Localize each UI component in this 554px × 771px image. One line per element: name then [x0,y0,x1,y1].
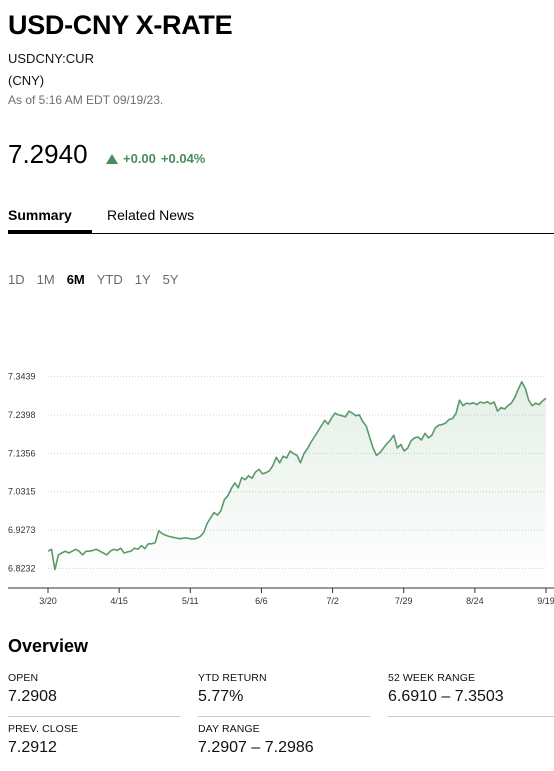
x-tick-label: 7/2 [326,596,339,606]
y-tick-label: 7.2398 [8,410,36,420]
current-price: 7.2940 [8,139,88,169]
stat-open: OPEN 7.2908 [8,672,57,706]
y-tick-label: 7.0315 [8,487,36,497]
divider [388,716,554,717]
ticker-symbol: USDCNY:CUR [8,51,94,66]
change-percent: +0.04% [160,151,206,166]
stat-label: 52 WEEK RANGE [388,672,476,684]
stat-ytd-return: YTD RETURN 5.77% [198,672,267,706]
range-selector: 1D 1M 6M YTD 1Y 5Y [8,272,179,287]
active-tab-indicator [8,230,92,233]
x-tick-label: 4/15 [110,596,128,606]
as-of-timestamp: As of 5:16 AM EDT 09/19/23. [8,93,164,107]
stat-day-range: DAY RANGE 7.2907 – 7.2986 [198,723,314,757]
x-tick-label: 6/6 [255,596,268,606]
range-1d[interactable]: 1D [8,272,25,287]
tab-related-news[interactable]: Related News [107,207,195,223]
stat-prev-close: PREV. CLOSE 7.2912 [8,723,78,757]
range-1m[interactable]: 1M [36,272,55,287]
stat-label: DAY RANGE [198,723,260,735]
x-tick-label: 5/11 [182,596,199,606]
stat-label: PREV. CLOSE [8,723,79,735]
area-fill [48,381,546,588]
stat-52-week-range: 52 WEEK RANGE 6.6910 – 7.3503 [388,672,504,706]
y-tick-label: 6.8232 [8,563,36,573]
up-arrow-icon [106,153,118,164]
price-line [47,381,547,571]
tab-bar: Summary Related News [8,200,554,234]
stat-value: 6.6910 – 7.3503 [388,688,504,705]
change-absolute: +0.00 [123,151,156,166]
x-tick-label: 7/29 [395,596,413,606]
stat-value: 5.77% [198,688,244,705]
x-tick-label: 9/19 [537,596,554,606]
stat-label: OPEN [8,672,39,684]
tab-summary[interactable]: Summary [8,207,72,223]
range-5y[interactable]: 5Y [162,272,179,287]
range-ytd[interactable]: YTD [96,272,123,287]
stat-value: 7.2907 – 7.2986 [198,739,314,756]
y-tick-label: 7.1356 [8,448,36,458]
currency-label: (CNY) [8,73,45,88]
x-tick-label: 8/24 [466,596,484,606]
range-1y[interactable]: 1Y [134,272,151,287]
x-tick-label: 3/20 [39,596,57,606]
page-title: USD-CNY X-RATE [8,10,233,40]
divider [8,716,180,717]
overview-heading: Overview [8,636,89,656]
stat-value: 7.2912 [8,739,57,756]
y-tick-label: 7.3439 [8,372,36,382]
range-6m[interactable]: 6M [66,272,85,287]
stat-value: 7.2908 [8,688,57,705]
stat-label: YTD RETURN [198,672,267,684]
price-chart[interactable]: 6.8232 6.9273 7.0315 7.1356 7.2398 7.3439 3/20… [0,340,554,610]
price-change: +0.00 +0.04% [106,151,205,166]
divider [198,716,370,717]
y-tick-label: 6.9273 [8,525,36,535]
